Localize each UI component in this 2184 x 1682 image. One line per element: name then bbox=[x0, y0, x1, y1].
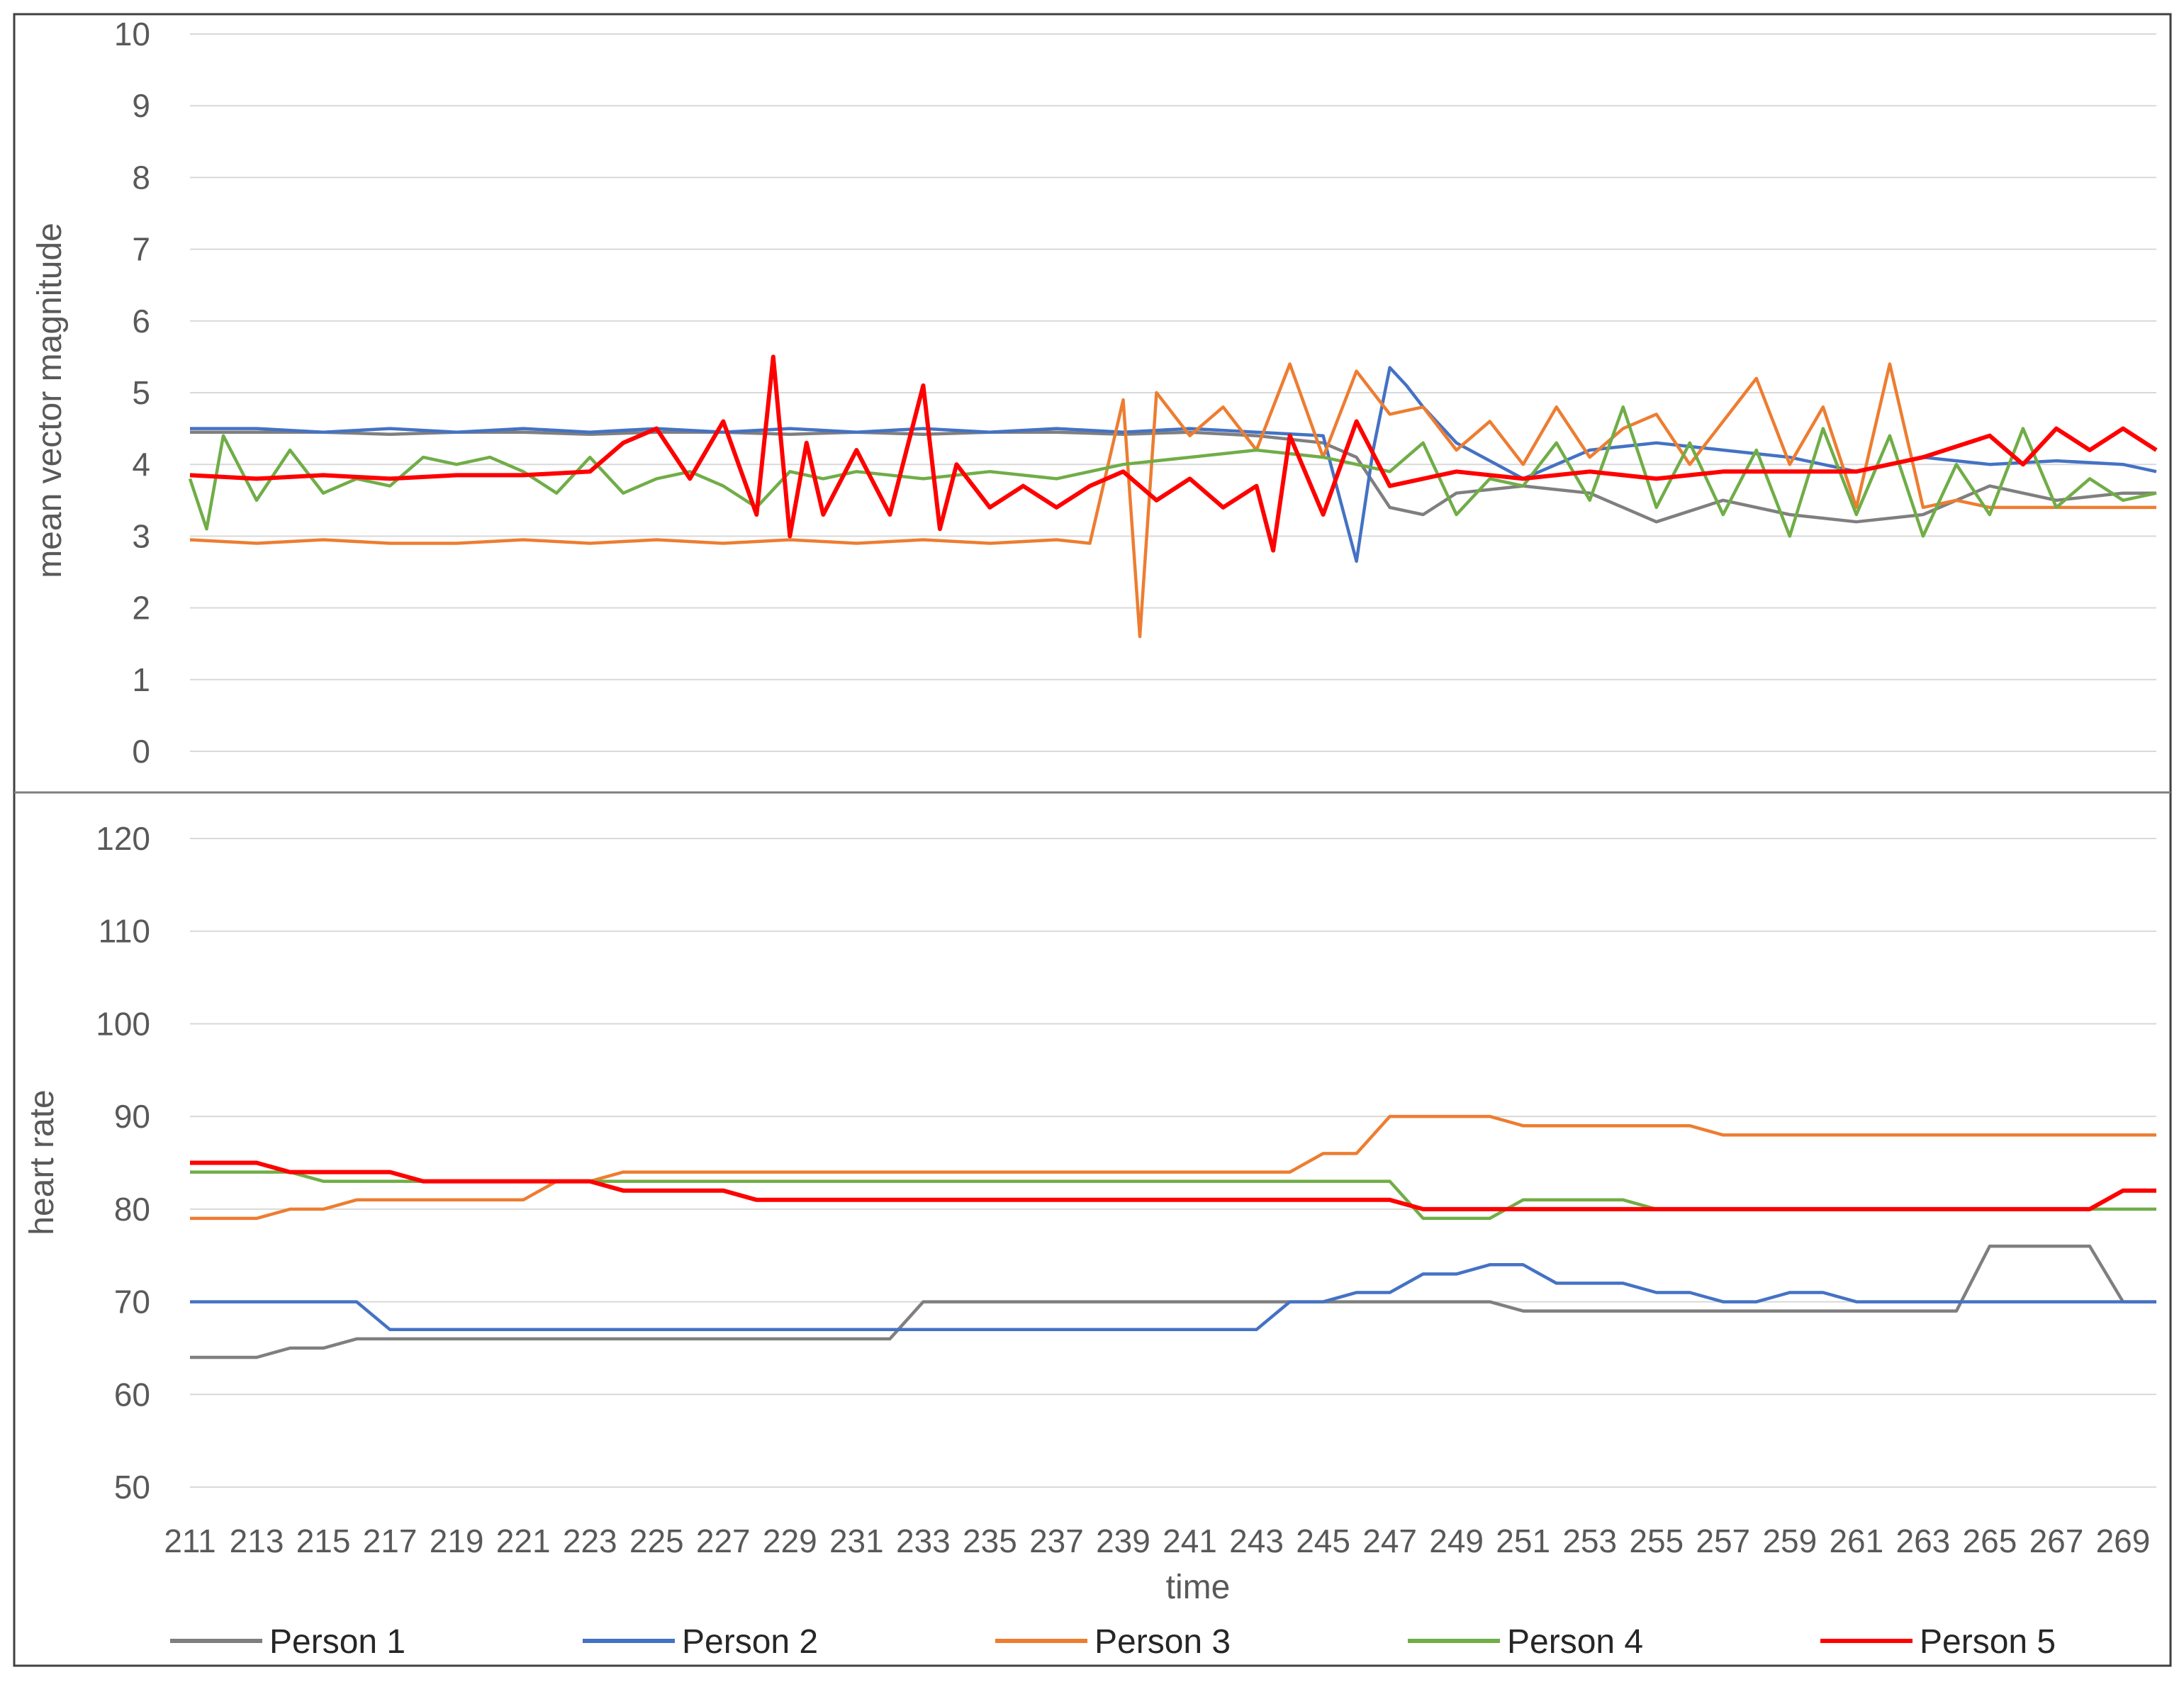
magnitude-panel: 0 1 2 3 4 5 6 7 8 9 10 mean vector magnitude bbox=[31, 16, 2158, 770]
time-x-tick-label: 221 bbox=[496, 1523, 551, 1559]
time-x-tick-label: 227 bbox=[696, 1523, 751, 1559]
time-x-tick-label: 235 bbox=[963, 1523, 1017, 1559]
time-x-tick-label: 215 bbox=[296, 1523, 351, 1559]
heart-rate-y-tick-label: 110 bbox=[99, 913, 150, 950]
magnitude-y-tick-labels: 0 1 2 3 4 5 6 7 8 9 10 bbox=[114, 16, 150, 770]
heart-rate-series-line-person-5 bbox=[190, 1160, 2156, 1211]
time-x-tick-label: 223 bbox=[563, 1523, 617, 1559]
heart-rate-y-tick-label: 120 bbox=[96, 820, 150, 857]
time-x-tick-label: 267 bbox=[2029, 1523, 2084, 1559]
magnitude-y-tick-label: 9 bbox=[132, 87, 150, 124]
time-x-tick-label: 219 bbox=[430, 1523, 484, 1559]
magnitude-y-tick-label: 2 bbox=[132, 590, 150, 627]
magnitude-y-tick-label: 6 bbox=[132, 303, 150, 340]
legend-label-person-2: Person 2 bbox=[682, 1623, 818, 1661]
heart-rate-series-line-person-2 bbox=[190, 1263, 2156, 1332]
magnitude-series-line-person-4 bbox=[188, 405, 2157, 538]
time-x-tick-labels: 211 213 215 217 219 221 223 225 227 229 231 233 235 2… bbox=[164, 1523, 2150, 1559]
magnitude-y-tick-label: 10 bbox=[114, 16, 150, 52]
heart-rate-y-tick-label: 60 bbox=[114, 1376, 150, 1413]
figure-frame bbox=[13, 13, 2172, 1667]
magnitude-y-tick-label: 7 bbox=[132, 231, 150, 268]
magnitude-y-axis-title: mean vector magnitude bbox=[31, 223, 69, 578]
time-x-tick-label: 253 bbox=[1562, 1523, 1617, 1559]
heart-rate-y-tick-label: 80 bbox=[114, 1191, 150, 1228]
time-x-tick-label: 257 bbox=[1696, 1523, 1750, 1559]
time-x-tick-label: 239 bbox=[1096, 1523, 1150, 1559]
heart-rate-y-tick-labels: 50 60 70 80 90 100 110 120 bbox=[96, 820, 150, 1506]
magnitude-series-line-person-3 bbox=[189, 362, 2156, 639]
magnitude-y-tick-label: 8 bbox=[132, 159, 150, 196]
heart-rate-y-tick-label: 70 bbox=[114, 1284, 150, 1321]
time-x-tick-label: 211 bbox=[164, 1523, 215, 1559]
magnitude-y-tick-label: 5 bbox=[132, 374, 150, 411]
legend-label-person-4: Person 4 bbox=[1507, 1623, 1643, 1661]
heart-rate-y-tick-label: 90 bbox=[114, 1098, 150, 1135]
time-x-axis-title: time bbox=[1166, 1569, 1231, 1606]
time-x-tick-label: 217 bbox=[363, 1523, 418, 1559]
time-x-tick-label: 265 bbox=[1963, 1523, 2017, 1559]
time-x-tick-label: 261 bbox=[1829, 1523, 1883, 1559]
magnitude-y-tick-label: 1 bbox=[132, 661, 150, 698]
time-x-tick-label: 245 bbox=[1296, 1523, 1350, 1559]
magnitude-series-lines bbox=[188, 354, 2158, 639]
time-x-tick-label: 259 bbox=[1762, 1523, 1817, 1559]
legend-label-person-5: Person 5 bbox=[1920, 1623, 2056, 1661]
magnitude-series-line-person-5 bbox=[189, 354, 2158, 553]
magnitude-y-tick-label: 3 bbox=[132, 517, 150, 554]
time-x-tick-label: 243 bbox=[1229, 1523, 1284, 1559]
time-x-tick-label: 269 bbox=[2096, 1523, 2151, 1559]
heart-rate-y-tick-label: 50 bbox=[114, 1469, 150, 1506]
time-x-tick-label: 231 bbox=[829, 1523, 884, 1559]
magnitude-gridlines bbox=[190, 33, 2156, 752]
heart-rate-series-lines bbox=[190, 1114, 2156, 1359]
time-x-tick-label: 251 bbox=[1496, 1523, 1550, 1559]
time-x-tick-label: 263 bbox=[1896, 1523, 1951, 1559]
magnitude-y-tick-label: 0 bbox=[132, 733, 150, 770]
heart-rate-y-tick-label: 100 bbox=[96, 1005, 150, 1042]
time-x-tick-label: 255 bbox=[1629, 1523, 1684, 1559]
time-x-tick-label: 249 bbox=[1429, 1523, 1484, 1559]
time-x-tick-label: 247 bbox=[1362, 1523, 1417, 1559]
time-x-tick-label: 237 bbox=[1029, 1523, 1084, 1559]
legend: Person 1 Person 2 Person 3 Person 4 Person 5 bbox=[170, 1623, 2056, 1661]
time-x-tick-label: 233 bbox=[896, 1523, 951, 1559]
magnitude-series-line-person-1 bbox=[190, 430, 2156, 524]
heart-rate-y-axis-title: heart rate bbox=[23, 1089, 61, 1235]
time-x-tick-label: 225 bbox=[629, 1523, 684, 1559]
legend-label-person-3: Person 3 bbox=[1094, 1623, 1231, 1661]
heart-rate-series-line-person-3 bbox=[190, 1114, 2156, 1221]
heart-rate-series-line-person-1 bbox=[190, 1244, 2156, 1359]
time-x-tick-label: 241 bbox=[1163, 1523, 1217, 1559]
legend-label-person-1: Person 1 bbox=[269, 1623, 405, 1661]
magnitude-y-tick-label: 4 bbox=[132, 446, 150, 483]
heart-rate-panel: 50 60 70 80 90 100 110 120 211 213 215 217 219 221 22… bbox=[23, 820, 2156, 1606]
time-x-tick-label: 213 bbox=[230, 1523, 284, 1559]
time-x-tick-label: 229 bbox=[763, 1523, 817, 1559]
